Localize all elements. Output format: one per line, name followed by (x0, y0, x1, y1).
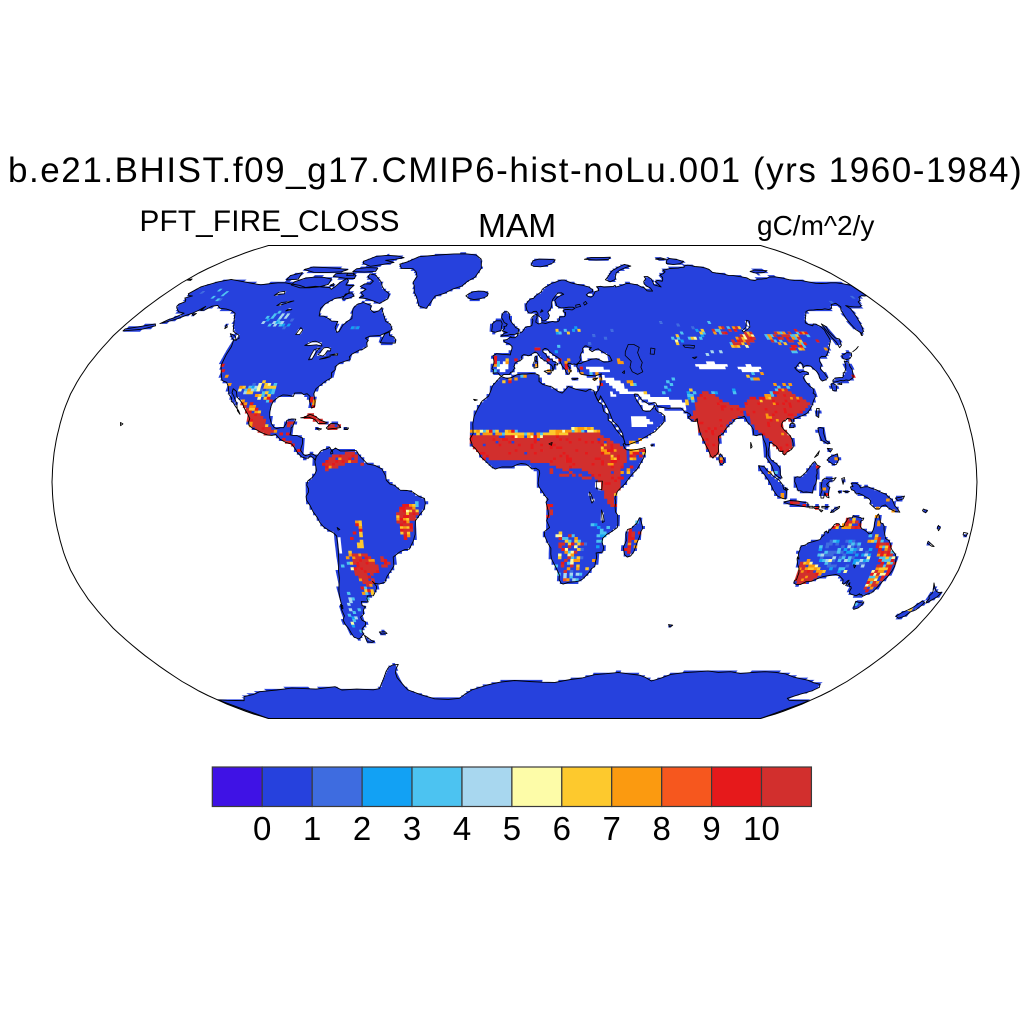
svg-text:PFT_FIRE_CLOSS: PFT_FIRE_CLOSS (140, 205, 400, 238)
svg-text:MAM: MAM (478, 208, 556, 245)
svg-text:0: 0 (253, 810, 271, 847)
svg-text:3: 3 (403, 810, 421, 847)
svg-text:4: 4 (453, 810, 471, 847)
svg-text:b.e21.BHIST.f09_g17.CMIP6-hist: b.e21.BHIST.f09_g17.CMIP6-hist-noLu.001 … (8, 151, 1023, 190)
svg-text:2: 2 (353, 810, 371, 847)
svg-text:1: 1 (303, 810, 321, 847)
svg-text:7: 7 (603, 810, 621, 847)
svg-text:8: 8 (653, 810, 671, 847)
svg-text:10: 10 (743, 810, 780, 847)
svg-text:5: 5 (503, 810, 521, 847)
svg-text:gC/m^2/y: gC/m^2/y (757, 210, 874, 241)
svg-text:9: 9 (702, 810, 720, 847)
svg-text:6: 6 (553, 810, 571, 847)
